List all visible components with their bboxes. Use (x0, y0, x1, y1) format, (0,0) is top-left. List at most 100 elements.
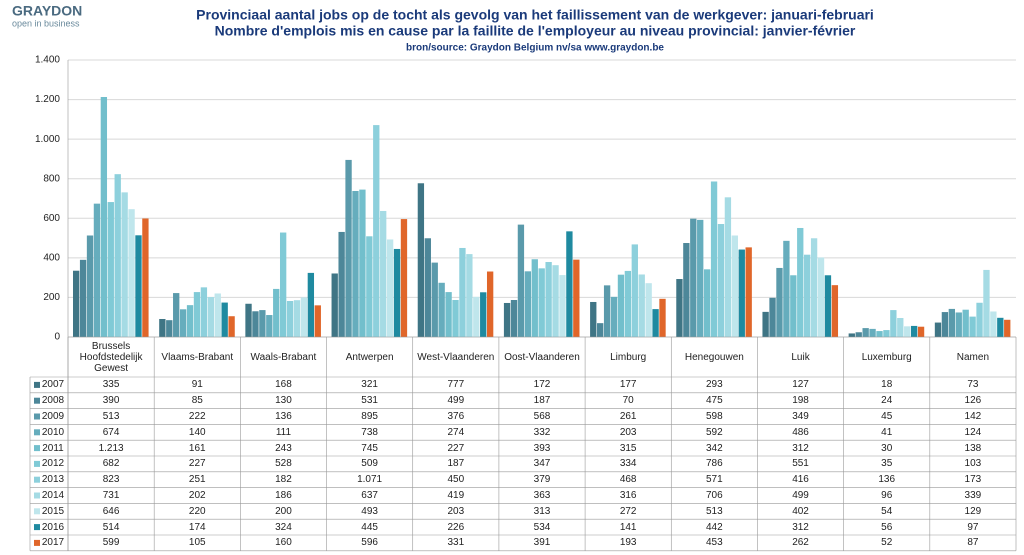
table-value: 493 (361, 505, 378, 517)
bar (690, 218, 697, 337)
bar (179, 309, 187, 337)
table-value: 161 (188, 442, 206, 454)
bar (173, 293, 180, 337)
table-value: 126 (964, 395, 982, 407)
table-value: 324 (275, 521, 292, 533)
bar (93, 203, 101, 337)
table-value: 136 (878, 474, 896, 486)
table-value: 73 (967, 379, 979, 391)
bar (86, 235, 94, 337)
source: bron/source: Graydon Belgium nv/sa www.g… (406, 43, 664, 54)
table-value: 513 (706, 505, 723, 517)
table-value: 187 (447, 458, 465, 470)
bar (107, 202, 114, 337)
table-value: 596 (361, 537, 378, 549)
bar (552, 265, 559, 337)
bar (717, 224, 725, 337)
bar (300, 297, 308, 337)
table-value: 777 (447, 379, 465, 391)
table-value: 674 (102, 426, 120, 438)
bar (393, 248, 401, 337)
bar (214, 293, 221, 337)
bar (776, 267, 783, 337)
table-value: 45 (881, 410, 893, 422)
chart-subtitle: Nombre d'emplois mis en cause par la fai… (215, 23, 856, 39)
legend-label: 2010 (41, 426, 65, 438)
y-tick-label: 600 (43, 213, 60, 224)
table-value: 349 (792, 410, 809, 422)
bar (279, 232, 287, 337)
legend-swatch (34, 460, 40, 467)
bar (590, 301, 597, 337)
bar (804, 254, 811, 337)
table-value: 187 (533, 395, 551, 407)
bar (904, 326, 911, 337)
table-value: 646 (102, 505, 120, 517)
table-value: 124 (964, 426, 982, 438)
bar (724, 197, 732, 337)
table-value: 56 (881, 521, 893, 533)
table-value: 468 (619, 474, 637, 486)
table-value: 599 (102, 537, 120, 549)
table-value: 499 (792, 489, 809, 501)
bar (228, 316, 235, 337)
y-tick-label: 0 (54, 332, 60, 343)
category-label: Limburg (610, 351, 647, 363)
bar (545, 262, 552, 337)
y-tick-label: 200 (43, 292, 60, 303)
table-value: 592 (706, 426, 723, 438)
bar (976, 302, 983, 337)
table-value: 738 (361, 426, 378, 438)
table-value: 379 (533, 474, 551, 486)
table-value: 568 (533, 410, 551, 422)
bar (990, 311, 997, 337)
table-value: 262 (792, 537, 809, 549)
table-value: 141 (619, 521, 637, 533)
table-value: 160 (275, 537, 292, 549)
bar (703, 269, 711, 337)
category-label: Luik (791, 351, 810, 363)
table-value: 1.213 (98, 442, 124, 454)
table-value: 321 (361, 379, 378, 391)
bar (883, 330, 890, 337)
legend-swatch (34, 429, 40, 436)
table-value: 172 (533, 379, 551, 391)
bar (910, 325, 918, 337)
bar (73, 270, 80, 337)
table-value: 193 (619, 537, 637, 549)
bar (610, 296, 618, 337)
bar (917, 326, 925, 337)
table-value: 391 (533, 537, 551, 549)
table-value: 174 (188, 521, 206, 533)
bar (200, 287, 208, 337)
bar (983, 269, 990, 337)
bar (631, 244, 638, 337)
table-value: 70 (622, 395, 634, 407)
bar (848, 333, 855, 337)
table-value: 571 (706, 474, 723, 486)
table-value: 54 (881, 505, 893, 517)
table-value: 96 (881, 489, 893, 501)
table-value: 140 (188, 426, 206, 438)
table-value: 202 (188, 489, 206, 501)
table-value: 227 (188, 458, 206, 470)
bar (142, 218, 149, 337)
table-value: 136 (275, 410, 292, 422)
table-value: 551 (792, 458, 809, 470)
bar (869, 328, 876, 337)
bar (876, 331, 883, 337)
bar (121, 192, 128, 337)
bar (697, 219, 704, 337)
bar (934, 322, 942, 337)
table-value: 226 (447, 521, 465, 533)
table-value: 18 (881, 379, 893, 391)
bar (831, 285, 839, 337)
y-tick-label: 1.000 (35, 134, 60, 145)
table-value: 198 (792, 395, 809, 407)
bar (221, 302, 228, 337)
bar (380, 210, 387, 337)
bar (969, 316, 976, 337)
bar (855, 332, 862, 337)
bar (314, 305, 321, 337)
table-value: 335 (102, 379, 120, 391)
